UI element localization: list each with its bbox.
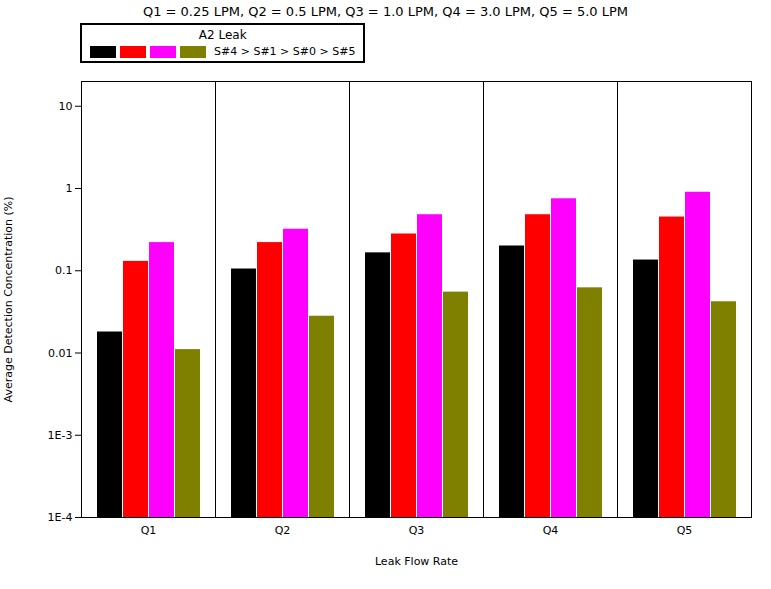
svg-text:Q3: Q3 bbox=[409, 524, 425, 537]
svg-text:10: 10 bbox=[59, 100, 73, 113]
svg-text:0.01: 0.01 bbox=[48, 347, 73, 360]
html-text:Q1 = 0.25 LPM, Q2 = 0.5 LPM, Q: Q1 = 0.25 LPM, Q2 = 0.5 LPM, Q3 = 1.0 LP… bbox=[142, 4, 629, 19]
svg-text:Average Detection Concentratio: Average Detection Concentration (%) bbox=[2, 197, 15, 403]
svg-text:Q1: Q1 bbox=[141, 524, 157, 537]
svg-text:1E-3: 1E-3 bbox=[48, 429, 73, 442]
svg-text:Q2: Q2 bbox=[275, 524, 291, 537]
svg-text:1: 1 bbox=[66, 182, 73, 195]
svg-text:1E-4: 1E-4 bbox=[48, 511, 73, 524]
svg-text:Leak Flow Rate: Leak Flow Rate bbox=[375, 555, 458, 568]
svg-text:Q4: Q4 bbox=[543, 524, 559, 537]
svg-text:0.1: 0.1 bbox=[55, 264, 73, 277]
html-text:A2 Leak: A2 Leak bbox=[198, 28, 247, 42]
html-text:S#4 > S#1 > S#0 > S#5: S#4 > S#1 > S#0 > S#5 bbox=[214, 45, 356, 58]
svg-text:Q5: Q5 bbox=[677, 524, 693, 537]
